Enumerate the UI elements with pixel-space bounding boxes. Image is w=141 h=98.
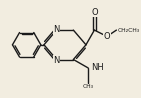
Text: NH: NH	[91, 63, 103, 72]
Text: N: N	[53, 25, 60, 34]
Text: CH₃: CH₃	[83, 84, 94, 89]
Text: CH₂CH₃: CH₂CH₃	[117, 28, 140, 33]
Text: O: O	[91, 8, 98, 17]
Text: N: N	[53, 56, 60, 64]
Text: O: O	[104, 32, 110, 41]
